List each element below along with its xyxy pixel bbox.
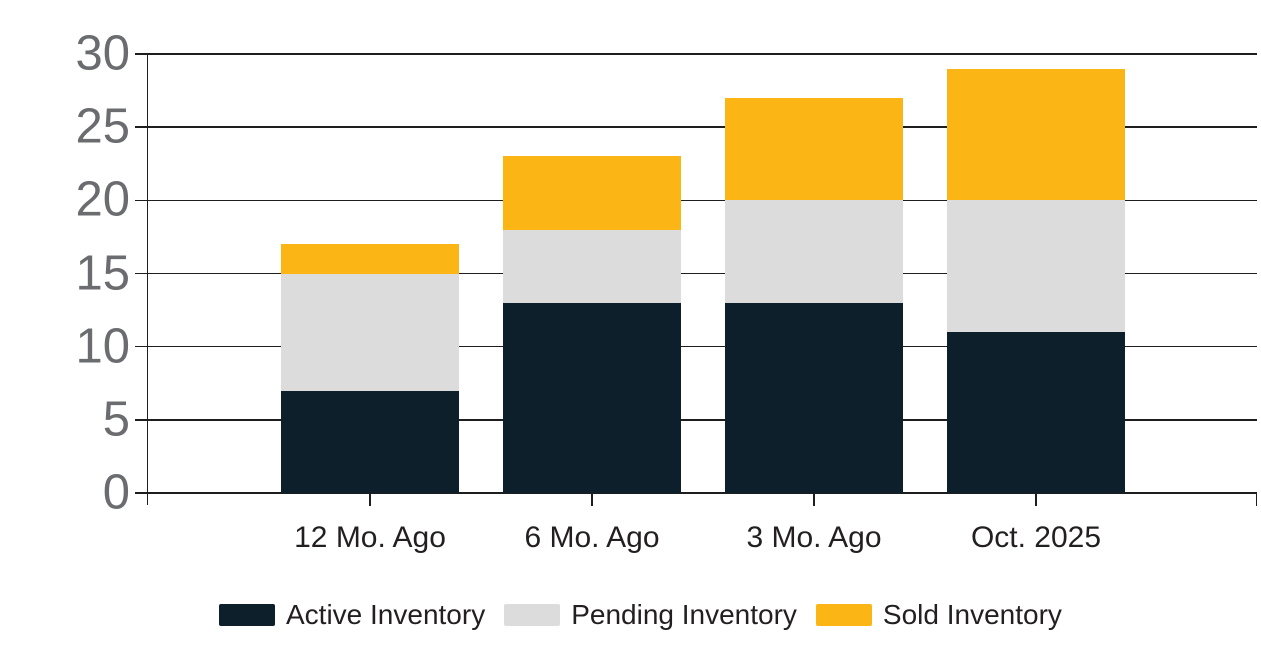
gridline-5 [135,419,1257,421]
legend-item-active-inventory: Active Inventory [219,600,485,630]
legend-swatch-pending-inventory [504,604,561,626]
x-axis-tick [1035,493,1037,506]
legend-label: Active Inventory [286,599,486,630]
x-axis-category-label: Oct. 2025 [970,521,1102,554]
legend-swatch-sold-inventory [815,604,872,626]
gridline-0 [135,492,1257,494]
gridline-15 [135,272,1257,275]
bar-oct-2025-pending-inventory [947,200,1125,333]
y-axis-tick-label: 15 [75,246,130,300]
bar-6-mo-ago-active-inventory [503,302,681,493]
bar-3-mo-ago-sold-inventory [725,97,903,201]
bar-12-mo-ago-active-inventory [281,390,459,493]
x-axis-tick [591,493,593,506]
gridline-25 [135,126,1257,128]
bar-3-mo-ago-pending-inventory [725,200,903,303]
x-axis-end-tick [1255,493,1257,506]
gridline-30 [135,53,1257,55]
bar-12-mo-ago-pending-inventory [281,273,459,391]
gridline-20 [135,199,1257,202]
legend-swatch-active-inventory [219,604,275,626]
bar-3-mo-ago-active-inventory [725,302,903,493]
legend-label: Sold Inventory [882,599,1062,630]
y-axis-tick-label: 30 [75,26,130,81]
bar-oct-2025-active-inventory [947,332,1125,493]
x-axis-category-label: 12 Mo. Ago [294,521,446,554]
y-axis-line [146,54,148,505]
y-axis-tick-label: 20 [75,172,130,227]
bar-6-mo-ago-sold-inventory [503,156,681,230]
y-axis-tick-label: 10 [75,319,130,374]
plot-area [135,53,1257,506]
x-axis-tick [369,493,371,506]
x-axis-tick [813,493,815,506]
y-axis-tick-label: 5 [102,392,130,447]
legend: Active Inventory Pending Inventory Sold In… [219,600,1062,630]
y-axis-tick-label: 25 [75,99,130,154]
legend-item-sold-inventory: Sold Inventory [815,599,1062,630]
bar-oct-2025-sold-inventory [947,68,1125,201]
x-axis-category-label: 3 Mo. Ago [746,521,882,554]
x-axis-category-label: 6 Mo. Ago [524,521,660,554]
bar-6-mo-ago-pending-inventory [503,229,681,303]
legend-label: Pending Inventory [571,599,797,630]
legend-item-pending-inventory: Pending Inventory [504,600,797,630]
y-axis-tick-label: 0 [102,465,130,520]
gridline-10 [135,345,1257,348]
bar-12-mo-ago-sold-inventory [281,244,459,274]
